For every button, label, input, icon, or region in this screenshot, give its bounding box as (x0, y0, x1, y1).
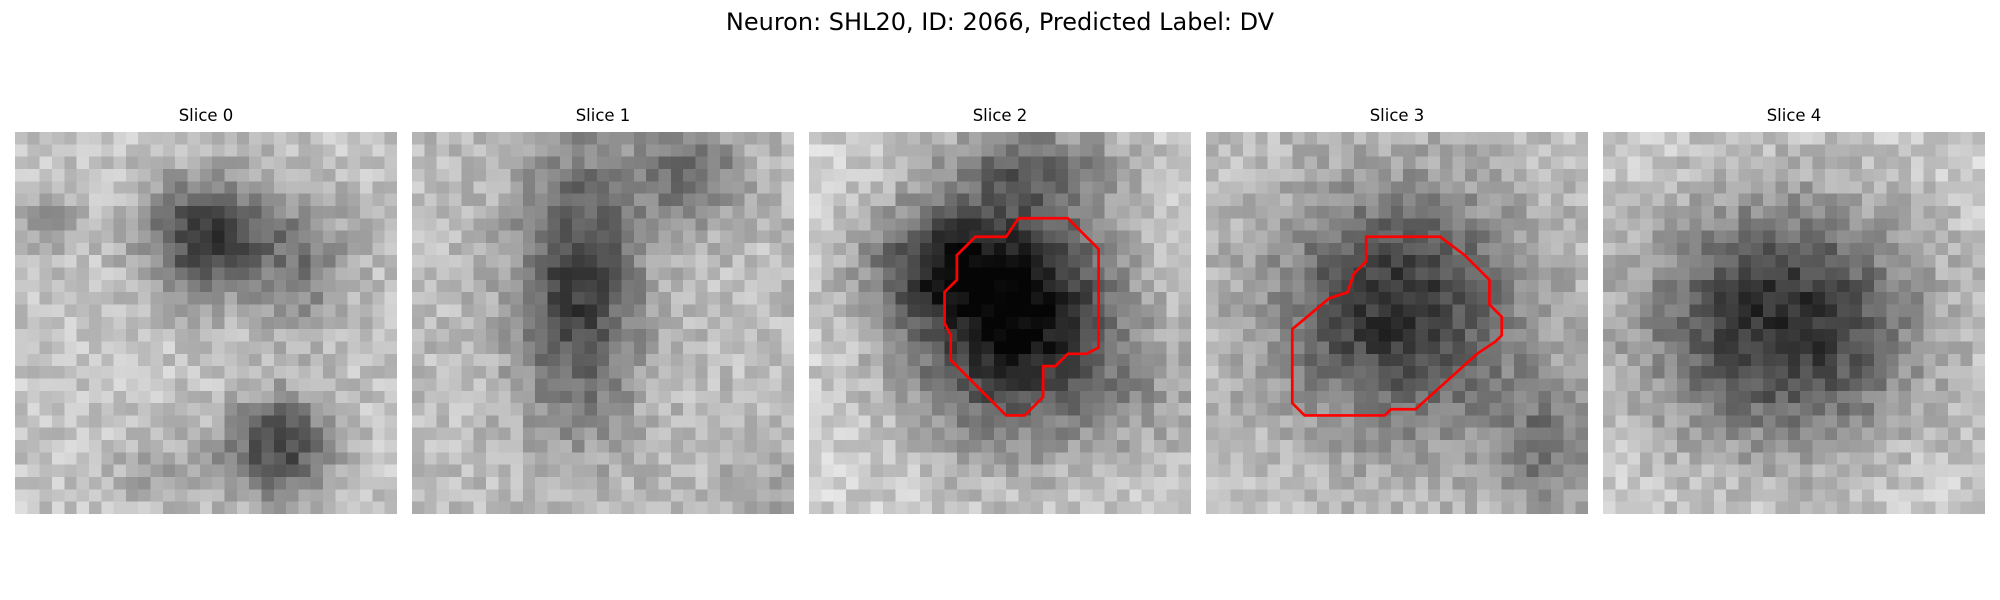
microscopy-image (412, 132, 794, 514)
roi-outline (1290, 235, 1504, 417)
slice-panel-4: Slice 4 (1603, 104, 1985, 514)
roi-outline (943, 216, 1100, 417)
slice-title: Slice 0 (178, 106, 234, 125)
slice-title: Slice 3 (1369, 106, 1425, 125)
microscopy-image (15, 132, 397, 514)
microscopy-image (1206, 132, 1588, 514)
slice-title: Slice 1 (575, 106, 631, 125)
slice-panel-1: Slice 1 (412, 104, 794, 514)
slice-title: Slice 2 (972, 106, 1028, 125)
figure-title: Neuron: SHL20, ID: 2066, Predicted Label… (725, 8, 1275, 36)
slice-title: Slice 4 (1766, 106, 1822, 125)
slice-panel-2: Slice 2 (809, 104, 1191, 514)
microscopy-image (1603, 132, 1985, 514)
slice-panel-3: Slice 3 (1206, 104, 1588, 514)
slice-panel-0: Slice 0 (15, 104, 397, 514)
microscopy-image (809, 132, 1191, 514)
